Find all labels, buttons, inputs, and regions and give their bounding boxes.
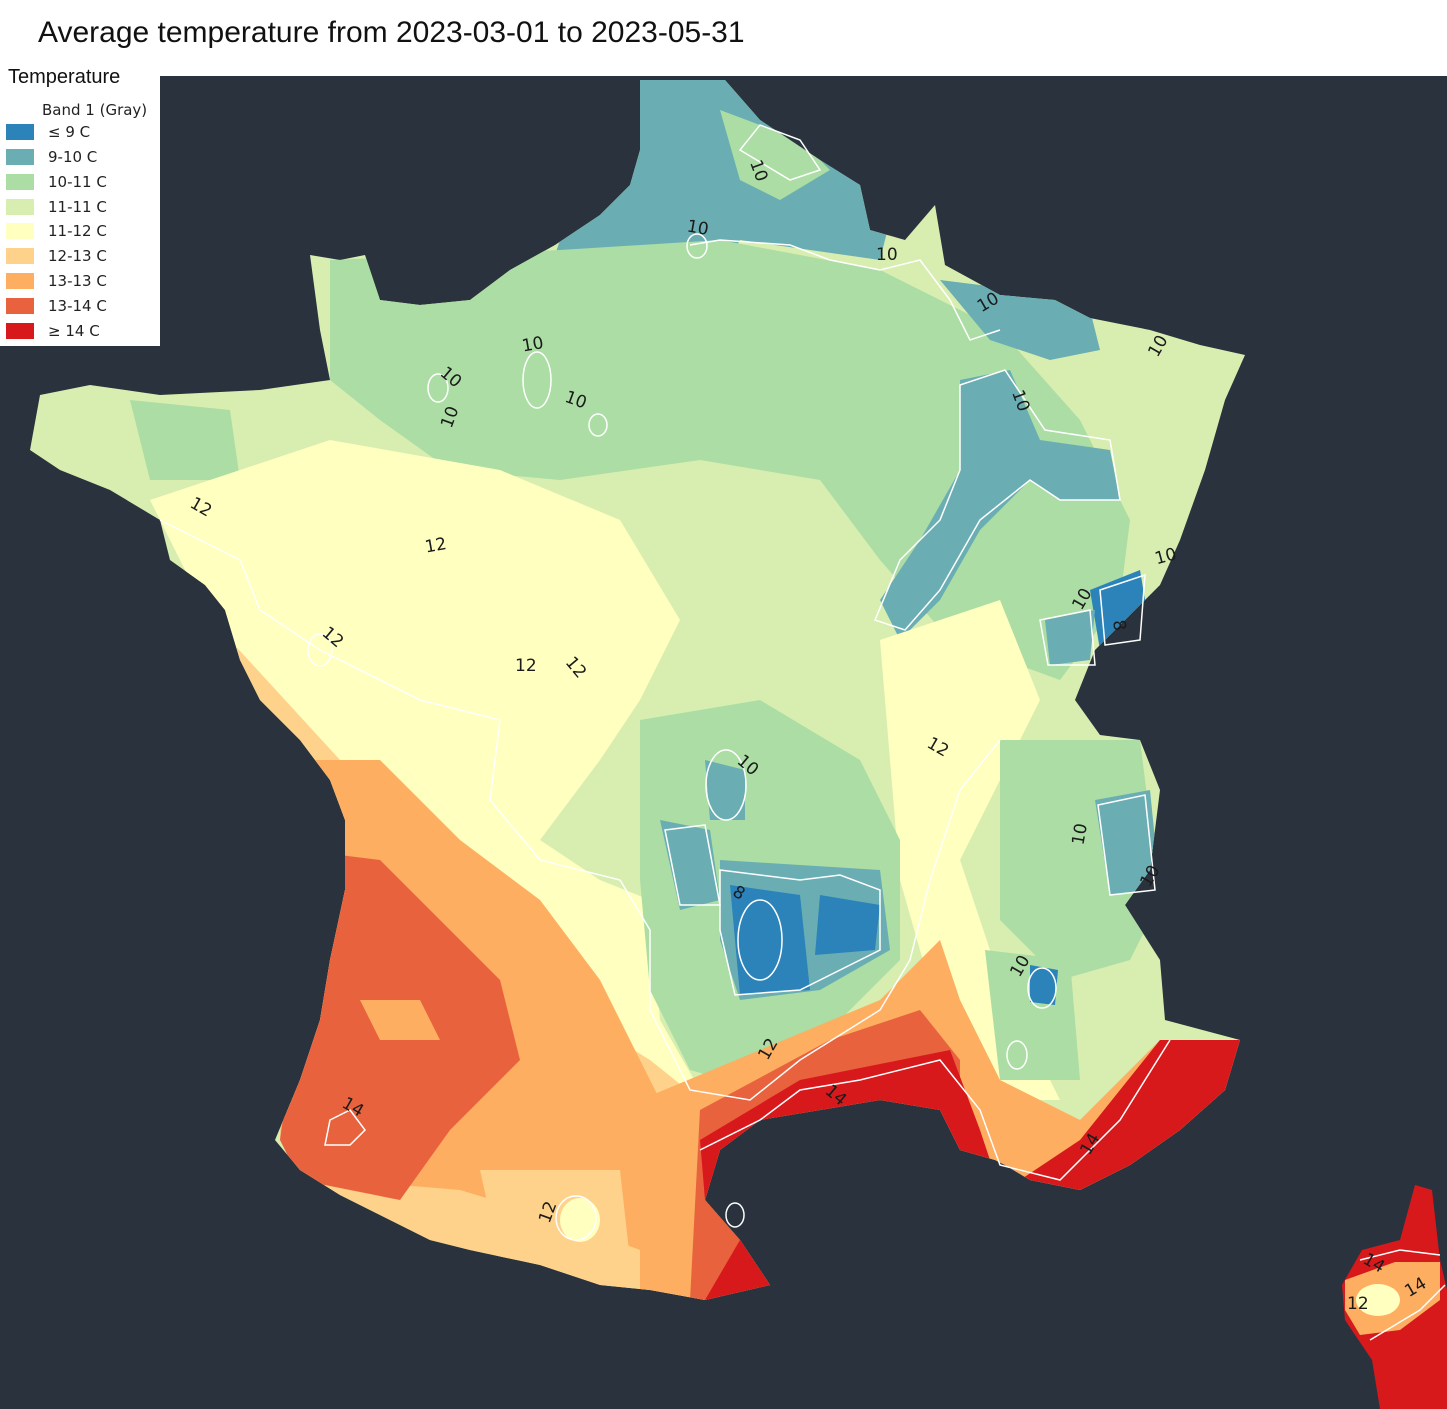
legend-subtitle: Band 1 (Gray) [42,101,148,119]
zone-10-11-north [720,110,830,200]
zone-le9-massif-east [815,895,880,955]
legend-item: 11-11 C [6,198,156,216]
legend-swatch [6,273,34,289]
legend-label: ≥ 14 C [48,322,100,340]
legend-swatch [6,323,34,339]
legend-title: Temperature [8,66,121,88]
isotherm-label: 10 [876,245,898,265]
legend-swatch [6,248,34,264]
isotherm-lines [159,124,1446,1341]
legend-label: 13-13 C [48,272,107,290]
legend-label: 10-11 C [48,173,107,191]
zone-le9-southern-alps [1030,965,1058,1005]
isotherm-label: 12 [1347,1294,1369,1314]
zone-9-10-massif-north [705,760,745,820]
zone-11-12-east [880,600,1060,1100]
zone-9-10-alps [1095,790,1160,895]
legend-swatch [6,124,34,140]
zone-11-12-pyrenees [560,1198,600,1242]
legend-item: 10-11 C [6,173,156,191]
legend-swatch [6,298,34,314]
legend-swatch [6,199,34,215]
isotherm-label: 12 [423,534,448,557]
zone-le9-massif-west [730,885,810,995]
zone-9-10-massif-west [660,820,720,910]
zone-13-13-landes-inner [360,1000,440,1040]
zone-12-13-pyrenees [480,1170,630,1260]
legend-item: ≥ 14 C [6,322,156,340]
map-legend: Temperature Band 1 (Gray) ≤ 9 C 9-10 C 1… [0,62,160,346]
legend-label: 12-13 C [48,247,107,265]
isotherm-label: 8 [1108,618,1130,632]
map-title: Average temperature from 2023-03-01 to 2… [38,16,745,49]
isotherm-label: 10 [685,216,710,239]
corsica [1342,1185,1447,1409]
legend-item: 13-14 C [6,297,156,315]
temperature-map: 10 10 10 10 10 10 10 10 10 10 10 10 10 1… [30,80,1447,1409]
legend-label: 11-11 C [48,198,107,216]
legend-label: 13-14 C [48,297,107,315]
zone-9-10-east [880,370,1120,640]
legend-item: 11-12 C [6,222,156,240]
legend-label: 11-12 C [48,222,107,240]
legend-swatch [6,149,34,165]
legend-label: 9-10 C [48,148,98,166]
legend-item: ≤ 9 C [6,123,156,141]
legend-item: 9-10 C [6,148,156,166]
isotherm-label: 12 [515,656,537,676]
isotherm-label: 10 [520,333,545,356]
zone-10-11-brittany [130,400,240,480]
isotherm-label: 10 [1068,822,1091,847]
zone-9-10-jura [1045,610,1095,665]
mainland-france [30,80,1245,1300]
map-canvas[interactable]: 10 10 10 10 10 10 10 10 10 10 10 10 10 1… [0,76,1447,1409]
legend-item: 12-13 C [6,247,156,265]
legend-swatch [6,223,34,239]
legend-label: ≤ 9 C [48,123,91,141]
zone-11-12-west [150,440,700,1090]
zone-9-10-northeast [940,280,1100,360]
legend-item: 13-13 C [6,272,156,290]
legend-swatch [6,174,34,190]
